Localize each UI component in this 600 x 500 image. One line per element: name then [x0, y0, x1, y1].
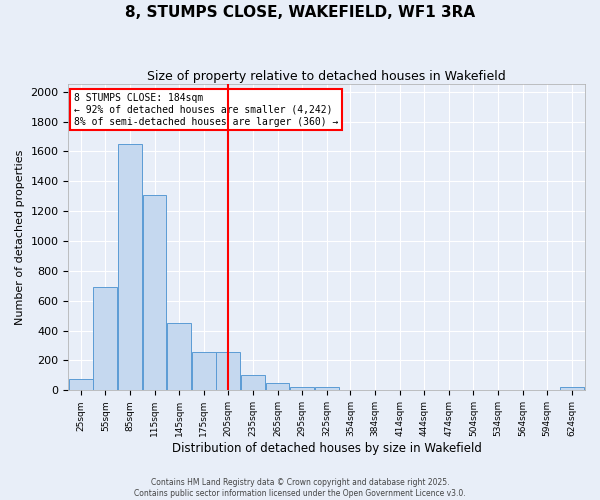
Bar: [118, 144, 142, 390]
Bar: [167, 323, 191, 390]
Text: 8 STUMPS CLOSE: 184sqm
← 92% of detached houses are smaller (4,242)
8% of semi-d: 8 STUMPS CLOSE: 184sqm ← 92% of detached…: [74, 94, 338, 126]
Bar: [192, 352, 215, 391]
Bar: [217, 352, 240, 391]
Bar: [143, 194, 166, 390]
Bar: [241, 374, 265, 390]
Text: 8, STUMPS CLOSE, WAKEFIELD, WF1 3RA: 8, STUMPS CLOSE, WAKEFIELD, WF1 3RA: [125, 5, 475, 20]
Bar: [315, 388, 338, 390]
X-axis label: Distribution of detached houses by size in Wakefield: Distribution of detached houses by size …: [172, 442, 482, 455]
Bar: [290, 386, 314, 390]
Y-axis label: Number of detached properties: Number of detached properties: [15, 150, 25, 325]
Text: Contains HM Land Registry data © Crown copyright and database right 2025.
Contai: Contains HM Land Registry data © Crown c…: [134, 478, 466, 498]
Title: Size of property relative to detached houses in Wakefield: Size of property relative to detached ho…: [148, 70, 506, 83]
Bar: [94, 288, 117, 391]
Bar: [266, 383, 289, 390]
Bar: [560, 388, 584, 390]
Bar: [69, 379, 92, 390]
